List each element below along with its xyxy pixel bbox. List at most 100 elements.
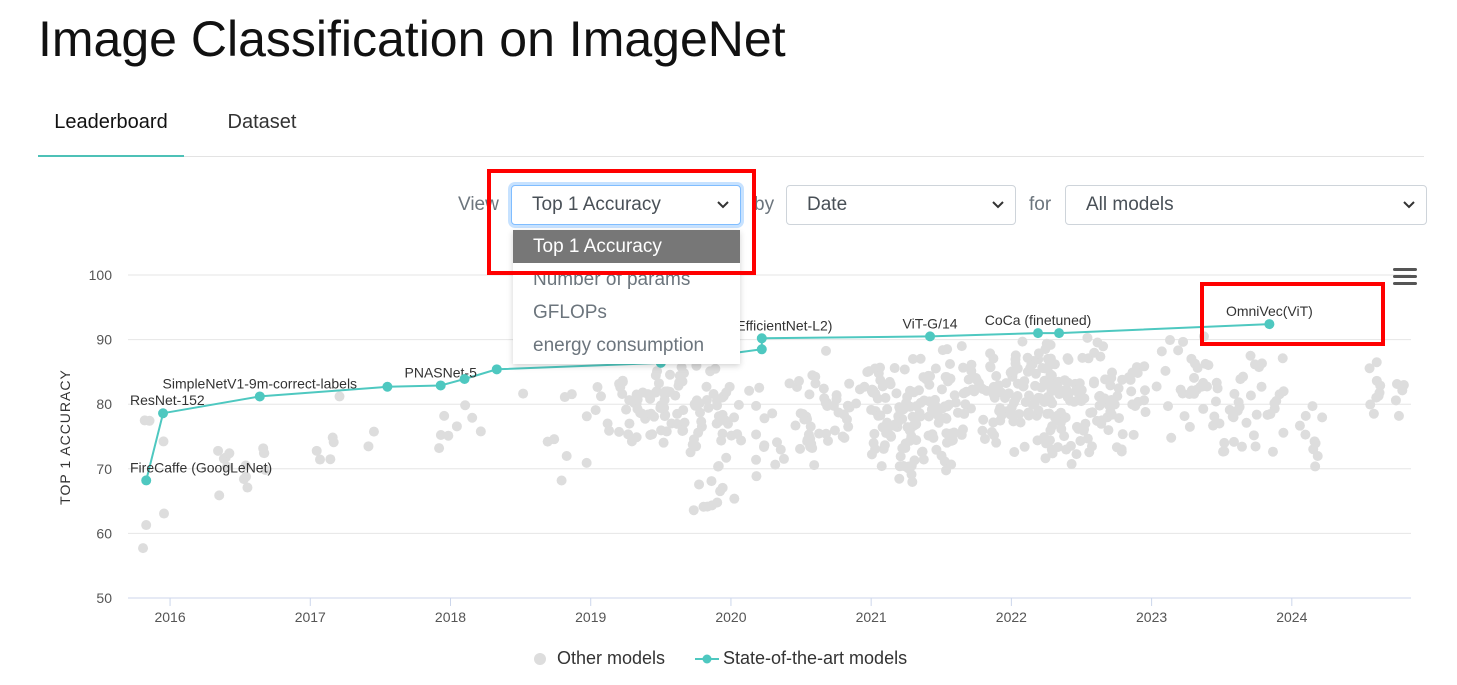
other-model-point[interactable] bbox=[933, 417, 944, 428]
other-model-point[interactable] bbox=[1022, 352, 1033, 363]
other-model-point[interactable] bbox=[949, 390, 960, 401]
sota-point[interactable] bbox=[435, 380, 446, 391]
dropdown-option-top1-accuracy[interactable]: Top 1 Accuracy bbox=[513, 230, 740, 263]
other-model-point[interactable] bbox=[158, 436, 169, 447]
dropdown-option-energy-consumption[interactable]: energy consumption bbox=[533, 335, 705, 356]
other-model-point[interactable] bbox=[712, 400, 723, 411]
other-model-point[interactable] bbox=[624, 418, 635, 429]
other-model-point[interactable] bbox=[1267, 446, 1278, 457]
other-model-point[interactable] bbox=[1232, 405, 1243, 416]
other-model-point[interactable] bbox=[895, 451, 906, 462]
other-model-point[interactable] bbox=[690, 400, 701, 411]
other-model-point[interactable] bbox=[936, 450, 947, 461]
other-model-point[interactable] bbox=[443, 430, 454, 441]
other-model-point[interactable] bbox=[1229, 388, 1240, 399]
other-model-point[interactable] bbox=[651, 386, 662, 397]
other-model-point[interactable] bbox=[615, 382, 626, 393]
other-model-point[interactable] bbox=[1269, 398, 1280, 409]
other-model-point[interactable] bbox=[1184, 421, 1195, 432]
other-model-point[interactable] bbox=[1139, 361, 1150, 372]
sota-point[interactable] bbox=[756, 333, 767, 344]
other-model-point[interactable] bbox=[1030, 368, 1041, 379]
other-model-point[interactable] bbox=[1089, 376, 1100, 387]
other-model-point[interactable] bbox=[804, 389, 815, 400]
other-model-point[interactable] bbox=[1300, 429, 1311, 440]
other-model-point[interactable] bbox=[678, 368, 689, 379]
other-model-point[interactable] bbox=[751, 454, 762, 465]
metric-select[interactable]: Top 1 Accuracy bbox=[511, 185, 741, 225]
other-model-point[interactable] bbox=[956, 341, 967, 352]
other-model-point[interactable] bbox=[592, 382, 603, 393]
other-model-point[interactable] bbox=[1250, 441, 1261, 452]
other-model-point[interactable] bbox=[258, 448, 269, 459]
other-model-point[interactable] bbox=[1139, 385, 1150, 396]
other-model-point[interactable] bbox=[224, 448, 235, 459]
other-model-point[interactable] bbox=[549, 434, 560, 445]
other-model-point[interactable] bbox=[678, 425, 689, 436]
other-model-point[interactable] bbox=[805, 421, 816, 432]
legend-other-models[interactable]: Other models bbox=[557, 648, 666, 668]
other-model-point[interactable] bbox=[977, 425, 988, 436]
other-model-point[interactable] bbox=[1111, 442, 1122, 453]
other-model-point[interactable] bbox=[652, 366, 663, 377]
other-model-point[interactable] bbox=[1235, 374, 1246, 385]
other-model-point[interactable] bbox=[906, 460, 917, 471]
sota-point[interactable] bbox=[1264, 319, 1275, 330]
other-model-point[interactable] bbox=[144, 415, 155, 426]
other-model-point[interactable] bbox=[1042, 379, 1053, 390]
other-model-point[interactable] bbox=[363, 441, 374, 452]
other-model-point[interactable] bbox=[595, 391, 606, 402]
other-model-point[interactable] bbox=[696, 416, 707, 427]
other-model-point[interactable] bbox=[566, 389, 577, 400]
other-model-point[interactable] bbox=[703, 402, 714, 413]
sota-point[interactable] bbox=[254, 391, 265, 402]
other-model-point[interactable] bbox=[1066, 459, 1077, 470]
other-model-point[interactable] bbox=[726, 430, 737, 441]
other-model-point[interactable] bbox=[729, 412, 740, 423]
sota-point[interactable] bbox=[141, 475, 152, 486]
other-model-point[interactable] bbox=[877, 381, 888, 392]
sota-point[interactable] bbox=[382, 381, 393, 392]
other-model-point[interactable] bbox=[1045, 369, 1056, 380]
other-model-point[interactable] bbox=[653, 378, 664, 389]
other-model-point[interactable] bbox=[957, 424, 968, 435]
other-model-point[interactable] bbox=[842, 400, 853, 411]
other-model-point[interactable] bbox=[1094, 400, 1105, 411]
other-model-point[interactable] bbox=[867, 387, 878, 398]
other-model-point[interactable] bbox=[913, 385, 924, 396]
other-model-point[interactable] bbox=[844, 378, 855, 389]
other-model-point[interactable] bbox=[944, 359, 955, 370]
other-model-point[interactable] bbox=[614, 426, 625, 437]
other-model-point[interactable] bbox=[713, 461, 724, 472]
other-model-point[interactable] bbox=[1317, 412, 1328, 423]
other-model-point[interactable] bbox=[793, 376, 804, 387]
other-model-point[interactable] bbox=[475, 426, 486, 437]
other-model-point[interactable] bbox=[1042, 408, 1053, 419]
dropdown-option-number-of-params[interactable]: Number of params bbox=[533, 269, 691, 290]
other-model-point[interactable] bbox=[1019, 441, 1030, 452]
other-model-point[interactable] bbox=[891, 388, 902, 399]
other-model-point[interactable] bbox=[311, 445, 322, 456]
other-model-point[interactable] bbox=[1113, 383, 1124, 394]
other-model-point[interactable] bbox=[621, 404, 632, 415]
other-model-point[interactable] bbox=[759, 413, 770, 424]
other-model-point[interactable] bbox=[961, 386, 972, 397]
other-model-point[interactable] bbox=[822, 401, 833, 412]
other-model-point[interactable] bbox=[1210, 396, 1221, 407]
other-model-point[interactable] bbox=[895, 404, 906, 415]
other-model-point[interactable] bbox=[626, 436, 637, 447]
other-model-point[interactable] bbox=[1189, 372, 1200, 383]
other-model-point[interactable] bbox=[1047, 421, 1058, 432]
other-model-point[interactable] bbox=[1164, 335, 1175, 346]
other-model-point[interactable] bbox=[1040, 453, 1051, 464]
other-model-point[interactable] bbox=[1010, 358, 1021, 369]
sota-point[interactable] bbox=[1033, 328, 1044, 339]
sota-point[interactable] bbox=[925, 331, 936, 342]
other-model-point[interactable] bbox=[809, 460, 820, 471]
other-model-point[interactable] bbox=[1014, 409, 1025, 420]
other-model-point[interactable] bbox=[328, 437, 339, 448]
other-model-point[interactable] bbox=[963, 374, 974, 385]
sota-point[interactable] bbox=[491, 364, 502, 375]
other-model-point[interactable] bbox=[900, 438, 911, 449]
other-model-point[interactable] bbox=[795, 443, 806, 454]
